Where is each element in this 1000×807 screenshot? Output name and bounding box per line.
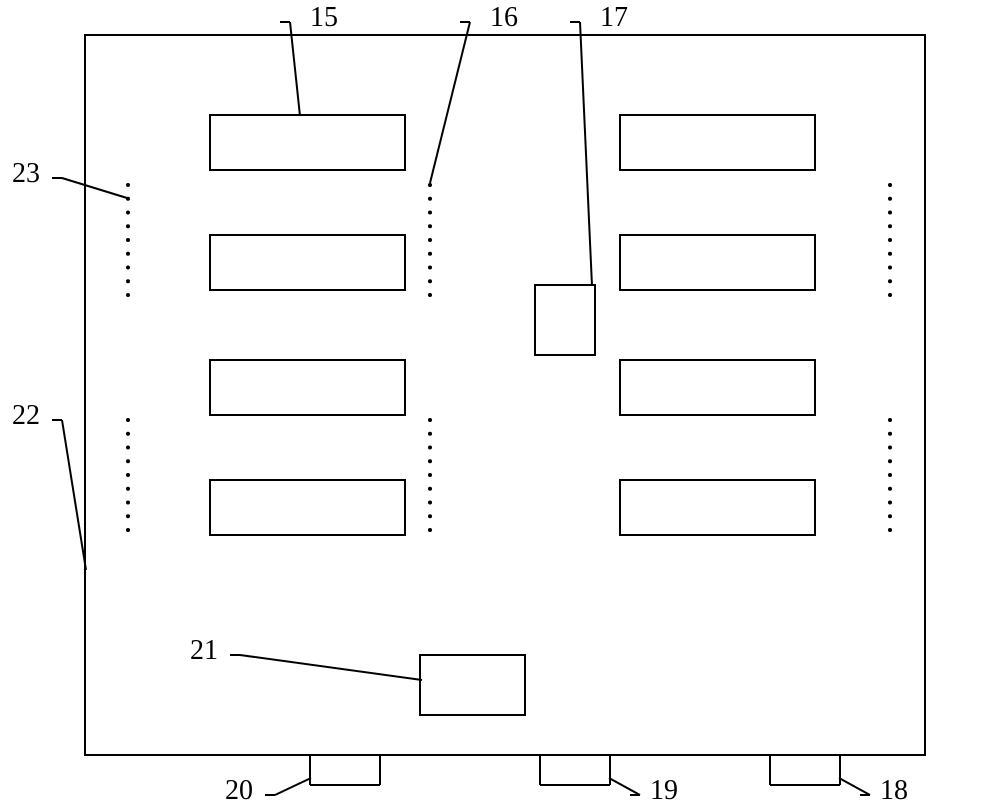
- module-rect: [210, 115, 405, 170]
- diagram-svg: [0, 0, 1000, 803]
- callout-label-21: 21: [190, 635, 218, 667]
- callout-label-15: 15: [310, 2, 338, 34]
- diagram-canvas: 151617181920212223: [0, 0, 1000, 803]
- callout-label-17: 17: [600, 2, 628, 34]
- callout-label-19: 19: [650, 775, 678, 807]
- module-rect: [620, 115, 815, 170]
- callout-label-18: 18: [880, 775, 908, 807]
- module-rect: [210, 480, 405, 535]
- module-rect: [620, 360, 815, 415]
- callout-label-22: 22: [12, 400, 40, 432]
- module-rect: [620, 480, 815, 535]
- center-block: [535, 285, 595, 355]
- bottom-inner-block: [420, 655, 525, 715]
- callout-label-16: 16: [490, 2, 518, 34]
- module-rect: [620, 235, 815, 290]
- callout-label-20: 20: [225, 775, 253, 807]
- module-rect: [210, 235, 405, 290]
- callout-label-23: 23: [12, 158, 40, 190]
- module-rect: [210, 360, 405, 415]
